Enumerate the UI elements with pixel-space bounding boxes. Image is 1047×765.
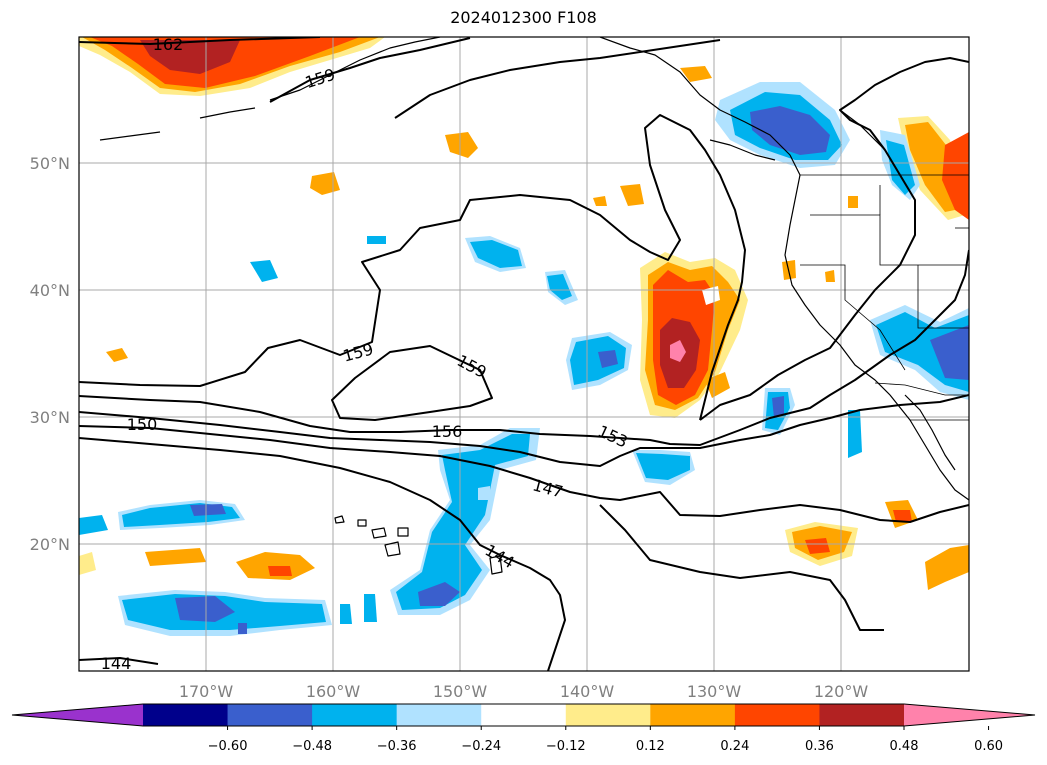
colorbar-tick-label: 0.36: [805, 739, 834, 754]
lat-label: 30°N: [30, 408, 70, 427]
colorbar-outline: [11, 703, 1036, 727]
colorbar-segment: [565, 704, 651, 726]
colorbar-segment: [143, 704, 229, 726]
colorbar-tick-label: 0.12: [636, 739, 665, 754]
latitude-labels: 50°N 40°N 30°N 20°N: [30, 154, 70, 554]
contour-label: 150: [127, 415, 158, 434]
contour-label: 156: [432, 422, 463, 441]
longitude-labels: 170°W 160°W 150°W 140°W 130°W 120°W: [179, 682, 869, 701]
colorbar-tick-label: 0.60: [974, 739, 1003, 754]
colorbar-segment: [227, 704, 313, 726]
colorbar-tick-label: −0.60: [208, 739, 248, 754]
colorbar-tick-label: −0.12: [546, 739, 586, 754]
colorbar-segment: [819, 704, 905, 726]
contour-label: 162: [153, 35, 184, 54]
colorbar-tick-label: 0.24: [720, 739, 749, 754]
anomaly-fills: [79, 37, 969, 636]
graticule: [79, 37, 969, 671]
contour-label: 144: [101, 654, 132, 673]
colorbar-segment: [734, 704, 820, 726]
colorbar-tick-label: 0.48: [890, 739, 919, 754]
colorbar-segment: [650, 704, 736, 726]
lat-label: 40°N: [30, 281, 70, 300]
colorbar-segment: [481, 704, 567, 726]
colorbar-tick-label: −0.48: [292, 739, 332, 754]
colorbar-extend-low: [12, 704, 143, 726]
lon-label: 140°W: [560, 682, 615, 701]
map-frame: [78, 36, 970, 672]
lat-label: 20°N: [30, 535, 70, 554]
lon-label: 150°W: [433, 682, 488, 701]
coastlines: [99, 37, 969, 575]
lon-label: 170°W: [179, 682, 234, 701]
colorbar-segment: [312, 704, 398, 726]
colorbar-extend-high: [904, 704, 1035, 726]
map-area: 162 159 159 159 150 156 153 147 144 144: [79, 35, 969, 673]
colorbar: −0.60 −0.48 −0.36 −0.24 −0.12 0.12 0.24 0.36 0.4…: [11, 703, 1036, 754]
colorbar-segment: [396, 704, 482, 726]
colorbar-tick-label: −0.24: [461, 739, 501, 754]
lat-label: 50°N: [30, 154, 70, 173]
map-title: 2024012300 F108: [450, 8, 597, 27]
lon-label: 160°W: [306, 682, 361, 701]
lon-label: 120°W: [814, 682, 869, 701]
lon-label: 130°W: [687, 682, 742, 701]
height-contours: [79, 37, 969, 671]
colorbar-tick-label: −0.36: [377, 739, 417, 754]
